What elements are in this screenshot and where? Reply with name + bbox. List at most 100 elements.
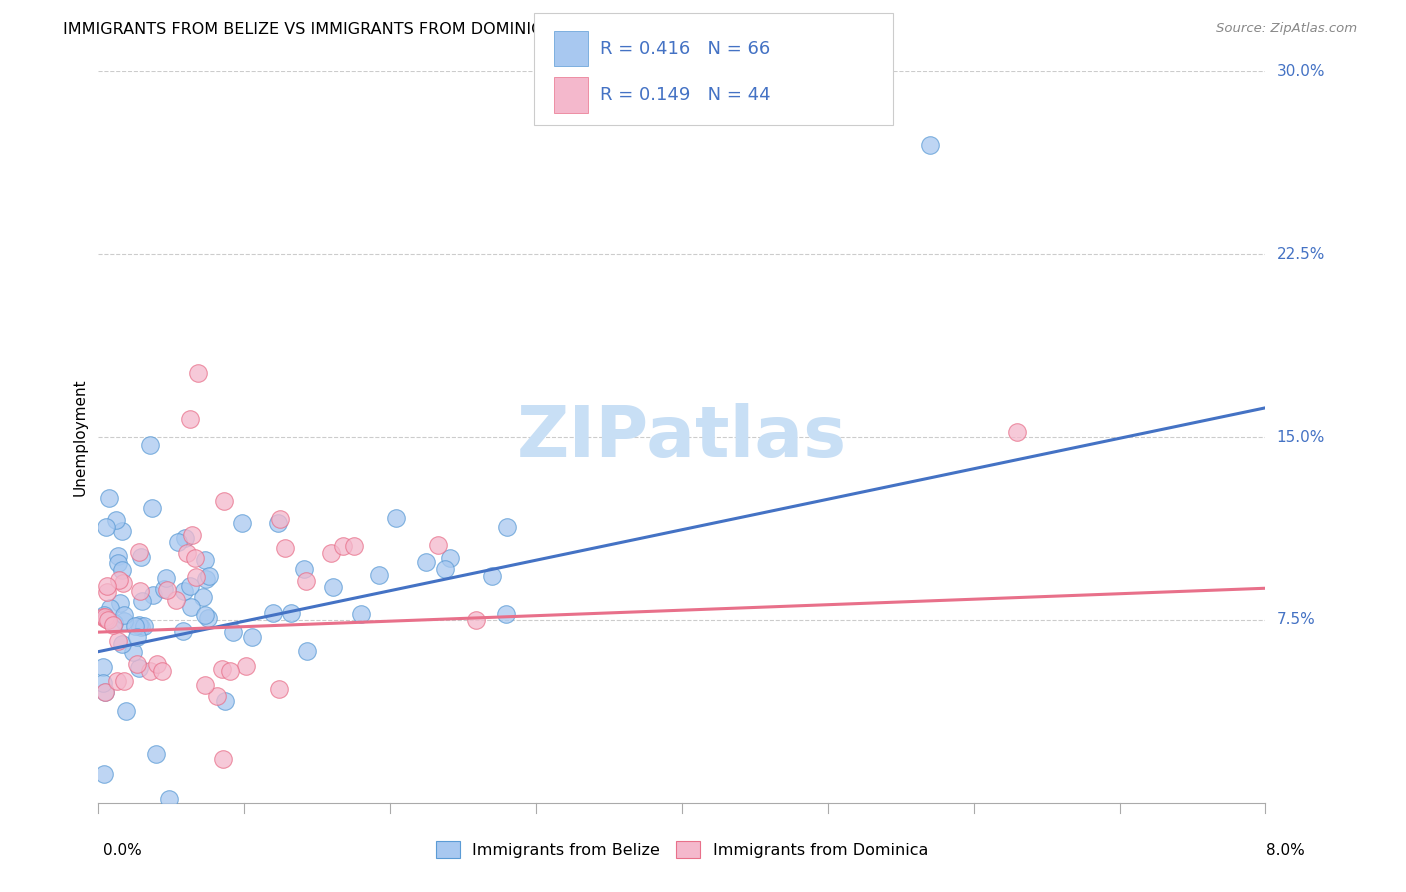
Point [127,657,149,672]
Point [107,634,129,648]
Point [273,541,295,556]
Point [280,606,302,620]
Text: 22.5%: 22.5% [1277,247,1324,261]
Point [918,137,941,152]
Point [231,516,253,530]
Point [104,513,127,527]
Point [96,585,118,599]
Point [107,556,129,570]
Text: R = 0.149   N = 44: R = 0.149 N = 44 [600,86,770,103]
Text: 0.0%: 0.0% [103,843,142,858]
Point [101,618,124,632]
Point [219,665,242,679]
Point [211,662,233,676]
Point [139,664,162,678]
Point [134,619,156,633]
Point [112,614,135,628]
Point [179,412,201,426]
Point [212,752,235,766]
Text: 7.5%: 7.5% [1277,613,1315,627]
Point [173,583,195,598]
Text: IMMIGRANTS FROM BELIZE VS IMMIGRANTS FROM DOMINICA UNEMPLOYMENT CORRELATION CHAR: IMMIGRANTS FROM BELIZE VS IMMIGRANTS FRO… [63,22,870,37]
Point [122,645,145,659]
Point [128,545,150,559]
Point [194,678,217,692]
Point [155,571,177,585]
Point [295,574,318,589]
Point [107,549,129,563]
Point [186,570,208,584]
Point [194,573,217,587]
Text: 15.0%: 15.0% [1277,430,1324,444]
Point [107,574,129,588]
Point [115,704,138,718]
Point [214,694,236,708]
Point [153,582,176,597]
Point [174,531,197,545]
Point [125,630,148,644]
Point [128,583,150,598]
Point [343,540,366,554]
Point [465,613,488,627]
Point [94,612,117,626]
Point [267,682,290,697]
Point [105,674,128,689]
Point [129,550,152,565]
Point [367,568,389,582]
Point [142,589,165,603]
Point [103,616,125,631]
Point [321,545,343,559]
Point [124,618,146,632]
Point [141,500,163,515]
Point [145,747,167,761]
Point [191,590,214,604]
Point [197,611,219,625]
Point [267,516,290,531]
Point [350,607,373,621]
Point [181,527,204,541]
Point [97,613,120,627]
Point [150,664,173,678]
Point [112,674,135,689]
Point [111,563,134,577]
Point [322,580,344,594]
Point [434,562,457,576]
Point [222,625,245,640]
Point [212,494,235,508]
Point [91,660,114,674]
Point [495,607,517,622]
Point [128,829,150,843]
Point [131,593,153,607]
Point [167,535,190,549]
Point [172,624,194,638]
Point [111,637,134,651]
Y-axis label: Unemployment: Unemployment [72,378,87,496]
Point [194,552,217,566]
Point [94,610,117,624]
Point [91,610,114,624]
Text: Source: ZipAtlas.com: Source: ZipAtlas.com [1216,22,1357,36]
Point [128,661,150,675]
Point [112,575,135,590]
Point [385,511,408,525]
Point [194,607,217,622]
Point [187,366,209,380]
Point [496,520,519,534]
Point [332,540,354,554]
Point [98,491,121,505]
Point [176,546,198,560]
Point [111,524,134,539]
Point [183,550,205,565]
Text: 30.0%: 30.0% [1277,64,1324,78]
Point [439,551,461,566]
Point [93,685,115,699]
Point [198,569,221,583]
Point [93,607,115,622]
Point [94,685,117,699]
Point [1007,425,1029,440]
Legend: Immigrants from Belize, Immigrants from Dominica: Immigrants from Belize, Immigrants from … [429,835,935,864]
Text: ZIPatlas: ZIPatlas [517,402,846,472]
Point [235,659,257,673]
Point [128,618,150,632]
Text: R = 0.416   N = 66: R = 0.416 N = 66 [600,39,770,58]
